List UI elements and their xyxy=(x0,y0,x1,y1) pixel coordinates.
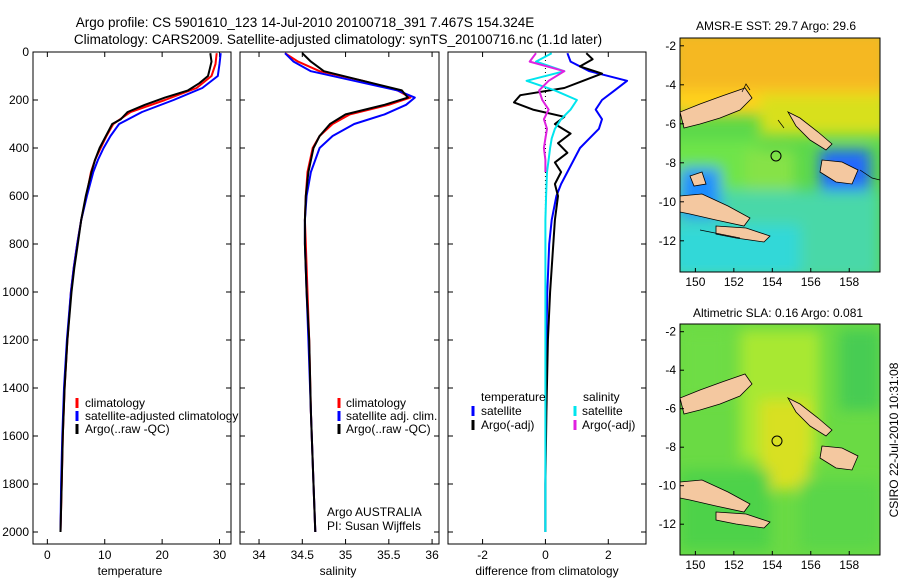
legend-temp-satellite: satellite xyxy=(481,404,522,418)
map-y-tick-label: -12 xyxy=(659,234,677,248)
legend-argo: Argo(..raw -QC) xyxy=(346,422,431,436)
difference-panel: -2 0 2 difference from climatology tempera… xyxy=(447,51,647,578)
map-x-tick-label: 156 xyxy=(801,558,821,572)
y-tick-label: 600 xyxy=(9,189,29,203)
map-x-tick-label: 158 xyxy=(839,275,859,289)
salinity-legend: climatology satellite adj. clim. Argo(..… xyxy=(337,396,437,436)
figure-title-line1: Argo profile: CS 5901610_123 14-Jul-2010… xyxy=(76,15,535,30)
float-info-line2: PI: Susan Wijffels xyxy=(327,519,421,533)
map-y-tick-label: -10 xyxy=(659,479,677,493)
legend-sal-satellite: satellite xyxy=(582,404,623,418)
map-x-tick-label: 156 xyxy=(801,275,821,289)
legend-sal-argo: Argo(-adj) xyxy=(582,418,635,432)
temperature-legend: climatology satellite-adjusted climatolo… xyxy=(75,396,238,436)
legend-header-salinity: salinity xyxy=(583,390,620,404)
y-tick-label: 2000 xyxy=(2,525,29,539)
legend-satellite-adjusted: satellite-adjusted climatology xyxy=(85,409,238,423)
sst-map-panel: AMSR-E SST: 29.7 Argo: 29.6 xyxy=(659,19,881,289)
legend-temp-argo: Argo(-adj) xyxy=(481,418,534,432)
legend-climatology: climatology xyxy=(346,396,406,410)
y-tick-label: 400 xyxy=(9,141,29,155)
map-y-tick-label: -2 xyxy=(665,39,676,53)
map-x-tick-label: 154 xyxy=(762,275,782,289)
y-tick-label: 1600 xyxy=(2,429,29,443)
map-y-tick-label: -10 xyxy=(659,195,677,209)
sla-field xyxy=(680,324,880,555)
series-line-temperature-argo-adj xyxy=(513,52,603,532)
map-y-tick-label: -4 xyxy=(665,363,676,377)
float-info-line1: Argo AUSTRALIA xyxy=(327,505,422,519)
y-tick-label: 1400 xyxy=(2,381,29,395)
temperature-xlabel: temperature xyxy=(98,564,163,578)
series-line-argo-raw-qc xyxy=(59,53,213,533)
map-y-tick-label: -4 xyxy=(665,78,676,92)
footer-stamp: CSIRO 22-Jul-2010 10:31:08 xyxy=(887,362,900,517)
map-x-tick-label: 152 xyxy=(724,558,744,572)
difference-xlabel: difference from climatology xyxy=(475,564,618,578)
difference-legend: temperature salinity satellite Argo(-adj… xyxy=(471,390,635,432)
map-y-tick-label: -8 xyxy=(665,156,676,170)
y-tick-label: 1800 xyxy=(2,477,29,491)
legend-climatology: climatology xyxy=(85,396,145,410)
y-tick-label: 1200 xyxy=(2,333,29,347)
map-y-tick-label: -2 xyxy=(665,325,676,339)
x-tick-label: 34.5 xyxy=(291,548,315,562)
map-y-tick-label: -6 xyxy=(665,117,676,131)
x-tick-label: 20 xyxy=(155,548,169,562)
sst-field xyxy=(680,38,880,272)
sst-map-title: AMSR-E SST: 29.7 Argo: 29.6 xyxy=(696,19,856,33)
y-tick-label: 0 xyxy=(22,45,29,59)
x-tick-label: 35 xyxy=(339,548,353,562)
legend-header-temperature: temperature xyxy=(481,390,546,404)
map-y-tick-label: -12 xyxy=(659,517,677,531)
map-y-tick-label: -6 xyxy=(665,402,676,416)
series-line-argo-raw-qc xyxy=(301,52,409,533)
map-x-tick-label: 158 xyxy=(839,558,859,572)
x-tick-label: 0 xyxy=(44,548,51,562)
x-tick-label: 30 xyxy=(213,548,227,562)
sla-map-title: Altimetric SLA: 0.16 Argo: 0.081 xyxy=(693,306,863,320)
x-tick-label: 0 xyxy=(542,548,549,562)
salinity-panel: 34 34.5 35 35.5 36 salinity climatology sate… xyxy=(239,51,440,578)
salinity-xlabel: salinity xyxy=(320,564,357,578)
x-tick-label: -2 xyxy=(477,548,488,562)
series-line-salinity-argo-adj xyxy=(528,52,566,172)
map-x-tick-label: 150 xyxy=(685,558,705,572)
x-tick-label: 36 xyxy=(425,548,439,562)
legend-satellite-adj: satellite adj. clim. xyxy=(346,409,437,423)
sla-map-panel: Altimetric SLA: 0.16 Argo: 0.081 150 152 1 xyxy=(659,306,881,572)
x-tick-label: 10 xyxy=(98,548,112,562)
series-line-salinity-satellite xyxy=(525,52,578,532)
y-tick-label: 1000 xyxy=(2,285,29,299)
temperature-panel: 0 10 20 30 0 200 400 600 800 1000 1200 1400 1600 1800… xyxy=(2,45,238,578)
argo-float-marker xyxy=(771,435,783,447)
x-tick-label: 34 xyxy=(252,548,266,562)
x-tick-label: 2 xyxy=(605,548,612,562)
x-tick-label: 35.5 xyxy=(377,548,401,562)
map-x-tick-label: 154 xyxy=(762,558,782,572)
series-line-temperature-satellite xyxy=(544,52,629,532)
map-x-tick-label: 150 xyxy=(685,275,705,289)
map-y-tick-label: -8 xyxy=(665,440,676,454)
y-tick-label: 200 xyxy=(9,93,29,107)
y-tick-label: 800 xyxy=(9,237,29,251)
figure-title-line2: Climatology: CARS2009. Satellite-adjuste… xyxy=(74,32,602,47)
legend-argo: Argo(..raw -QC) xyxy=(85,422,170,436)
argo-float-marker xyxy=(770,150,782,162)
map-x-tick-label: 152 xyxy=(724,275,744,289)
